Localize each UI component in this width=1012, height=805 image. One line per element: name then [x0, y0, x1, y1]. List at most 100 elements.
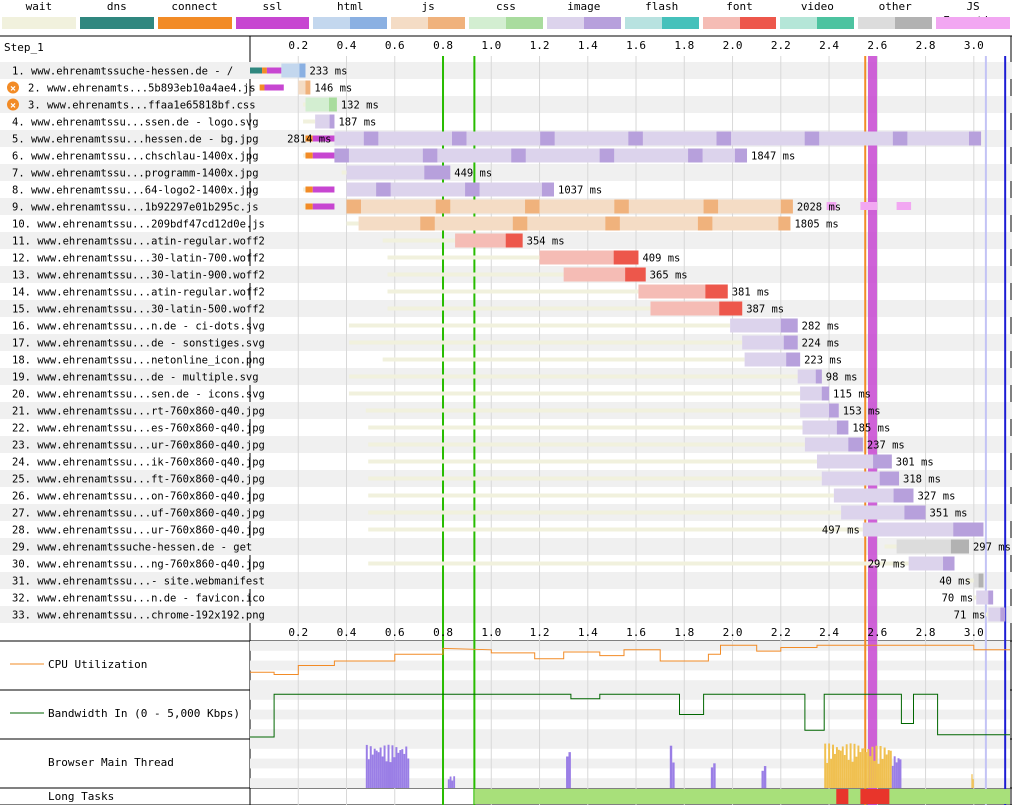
request-duration: 1847 ms [751, 151, 795, 163]
main-thread-activity [855, 756, 858, 788]
download-bar [802, 420, 849, 435]
legend-swatch [235, 17, 310, 29]
main-thread-activity [403, 753, 406, 788]
main-thread-activity [849, 743, 852, 788]
download-bar [744, 352, 801, 367]
row-stripe [0, 606, 1012, 623]
tick-label: 1.8 [674, 626, 694, 639]
main-thread-activity [377, 752, 380, 788]
request-duration: 223 ms [804, 355, 842, 367]
main-thread-activity [875, 745, 878, 788]
download-chunk [705, 284, 728, 299]
error-icon-glyph: × [10, 84, 16, 95]
main-thread-activity [401, 749, 404, 788]
request-label: 26. www.ehrenamtssu...on-760x860-q40.jpg [12, 491, 265, 503]
legend-swatch [313, 17, 388, 29]
download-chunk [305, 80, 311, 95]
ssl-bar [264, 84, 284, 91]
request-duration: 224 ms [802, 338, 840, 350]
tick-label: 0.8 [433, 626, 453, 639]
download-chunk [988, 590, 994, 605]
connect-bar [305, 203, 313, 210]
wait-bar [368, 510, 842, 515]
request-label: 11. www.ehrenamtssu...atin-regular.woff2 [12, 236, 265, 248]
wait-bar [387, 289, 639, 294]
main-thread-activity [853, 743, 856, 788]
main-thread-activity [897, 758, 900, 788]
dns-bar [250, 67, 263, 74]
main-thread-activity [449, 776, 452, 788]
main-thread-activity [857, 745, 860, 788]
request-duration: 381 ms [732, 287, 770, 299]
chart-title: Step_1 [4, 41, 44, 54]
download-chunk [893, 488, 914, 503]
wait-bar [884, 544, 897, 549]
tick-label: 2.0 [723, 626, 743, 639]
js-execution-block [826, 202, 837, 210]
request-label: 2. www.ehrenamts...5b893eb10a4ae4.js [28, 83, 256, 95]
download-chunk [892, 131, 908, 146]
main-thread-activity [873, 760, 876, 788]
download-chunk [943, 556, 955, 571]
main-thread-activity [895, 762, 898, 788]
main-thread-activity [672, 762, 675, 788]
download-chunk [511, 148, 526, 163]
main-thread-activity [379, 747, 382, 788]
main-thread-activity [863, 748, 866, 788]
main-thread-activity [972, 779, 974, 788]
download-chunk [334, 148, 349, 163]
tick-label: 2.0 [723, 39, 743, 52]
legend-video: video [778, 0, 856, 32]
download-chunk [1000, 607, 1006, 622]
request-label: 24. www.ehrenamtssu...ik-760x860-q40.jpg [12, 457, 265, 469]
ssl-bar [312, 186, 335, 193]
main-thread-activity [861, 748, 864, 788]
download-chunk [873, 454, 892, 469]
legend: wait dns connect ssl html js css image flash font… [0, 0, 1012, 32]
tick-label: 1.2 [530, 626, 550, 639]
tick-label: 1.2 [530, 39, 550, 52]
tick-label: 2.6 [867, 39, 887, 52]
marker-fully-loaded-light [984, 56, 987, 805]
connect-bar [305, 186, 313, 193]
main-thread-activity [832, 744, 834, 788]
js-execution-block [860, 202, 878, 210]
tick-label: 2.2 [771, 39, 791, 52]
wait-bar [348, 340, 743, 345]
download-chunk [376, 182, 391, 197]
request-duration: 146 ms [314, 83, 352, 95]
legend-label: ssl [262, 0, 283, 13]
cpu-label: CPU Utilization [48, 658, 147, 671]
legend-swatch [469, 17, 543, 29]
wait-bar [368, 459, 817, 464]
marker-dom-interactive [473, 56, 476, 805]
main-thread-activity [879, 746, 882, 788]
main-thread-activity [877, 763, 880, 788]
long-task-block [836, 789, 849, 804]
error-icon-glyph: × [10, 101, 16, 112]
request-label: 22. www.ehrenamtssu...es-760x860-q40.jpg [12, 423, 265, 435]
js-execution-block [896, 202, 912, 210]
wait-bar [346, 221, 359, 226]
download-bar [358, 216, 791, 231]
error-icon [7, 81, 19, 94]
request-duration: 1037 ms [558, 185, 602, 197]
tick-label: 0.8 [433, 39, 453, 52]
request-duration: 351 ms [930, 508, 968, 520]
legend-label: wait [25, 0, 53, 13]
request-duration: 354 ms [527, 236, 565, 248]
request-duration: 132 ms [341, 100, 379, 112]
main-thread-label: Browser Main Thread [48, 756, 174, 769]
download-bar [346, 199, 793, 214]
panel-stripe [250, 680, 1010, 690]
main-thread-activity [883, 747, 886, 788]
download-chunk [424, 165, 451, 180]
wait-bar [303, 102, 306, 107]
request-label: 31. www.ehrenamtssu...- site.webmanifest [12, 576, 265, 588]
download-chunk [879, 471, 900, 486]
legend-swatch [780, 17, 855, 29]
main-thread-activity [447, 779, 450, 788]
download-chunk [836, 420, 849, 435]
row-stripe [0, 62, 1012, 79]
download-chunk [786, 352, 801, 367]
